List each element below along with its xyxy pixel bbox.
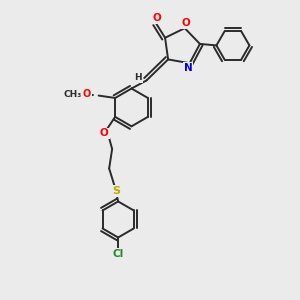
- Text: H: H: [134, 73, 142, 82]
- Text: S: S: [113, 186, 121, 196]
- Text: N: N: [184, 63, 193, 73]
- Text: Cl: Cl: [112, 249, 124, 259]
- Text: O: O: [82, 89, 91, 99]
- Text: O: O: [182, 18, 190, 28]
- Text: O: O: [152, 13, 161, 23]
- Text: CH₃: CH₃: [63, 90, 81, 99]
- Text: O: O: [100, 128, 109, 138]
